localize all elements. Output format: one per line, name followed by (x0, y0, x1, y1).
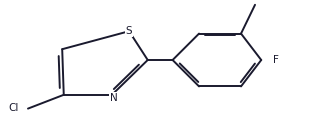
Text: S: S (126, 26, 132, 36)
Text: F: F (273, 55, 279, 65)
Text: N: N (110, 93, 117, 103)
Text: CH₃: CH₃ (252, 0, 270, 2)
Text: Cl: Cl (9, 103, 19, 113)
